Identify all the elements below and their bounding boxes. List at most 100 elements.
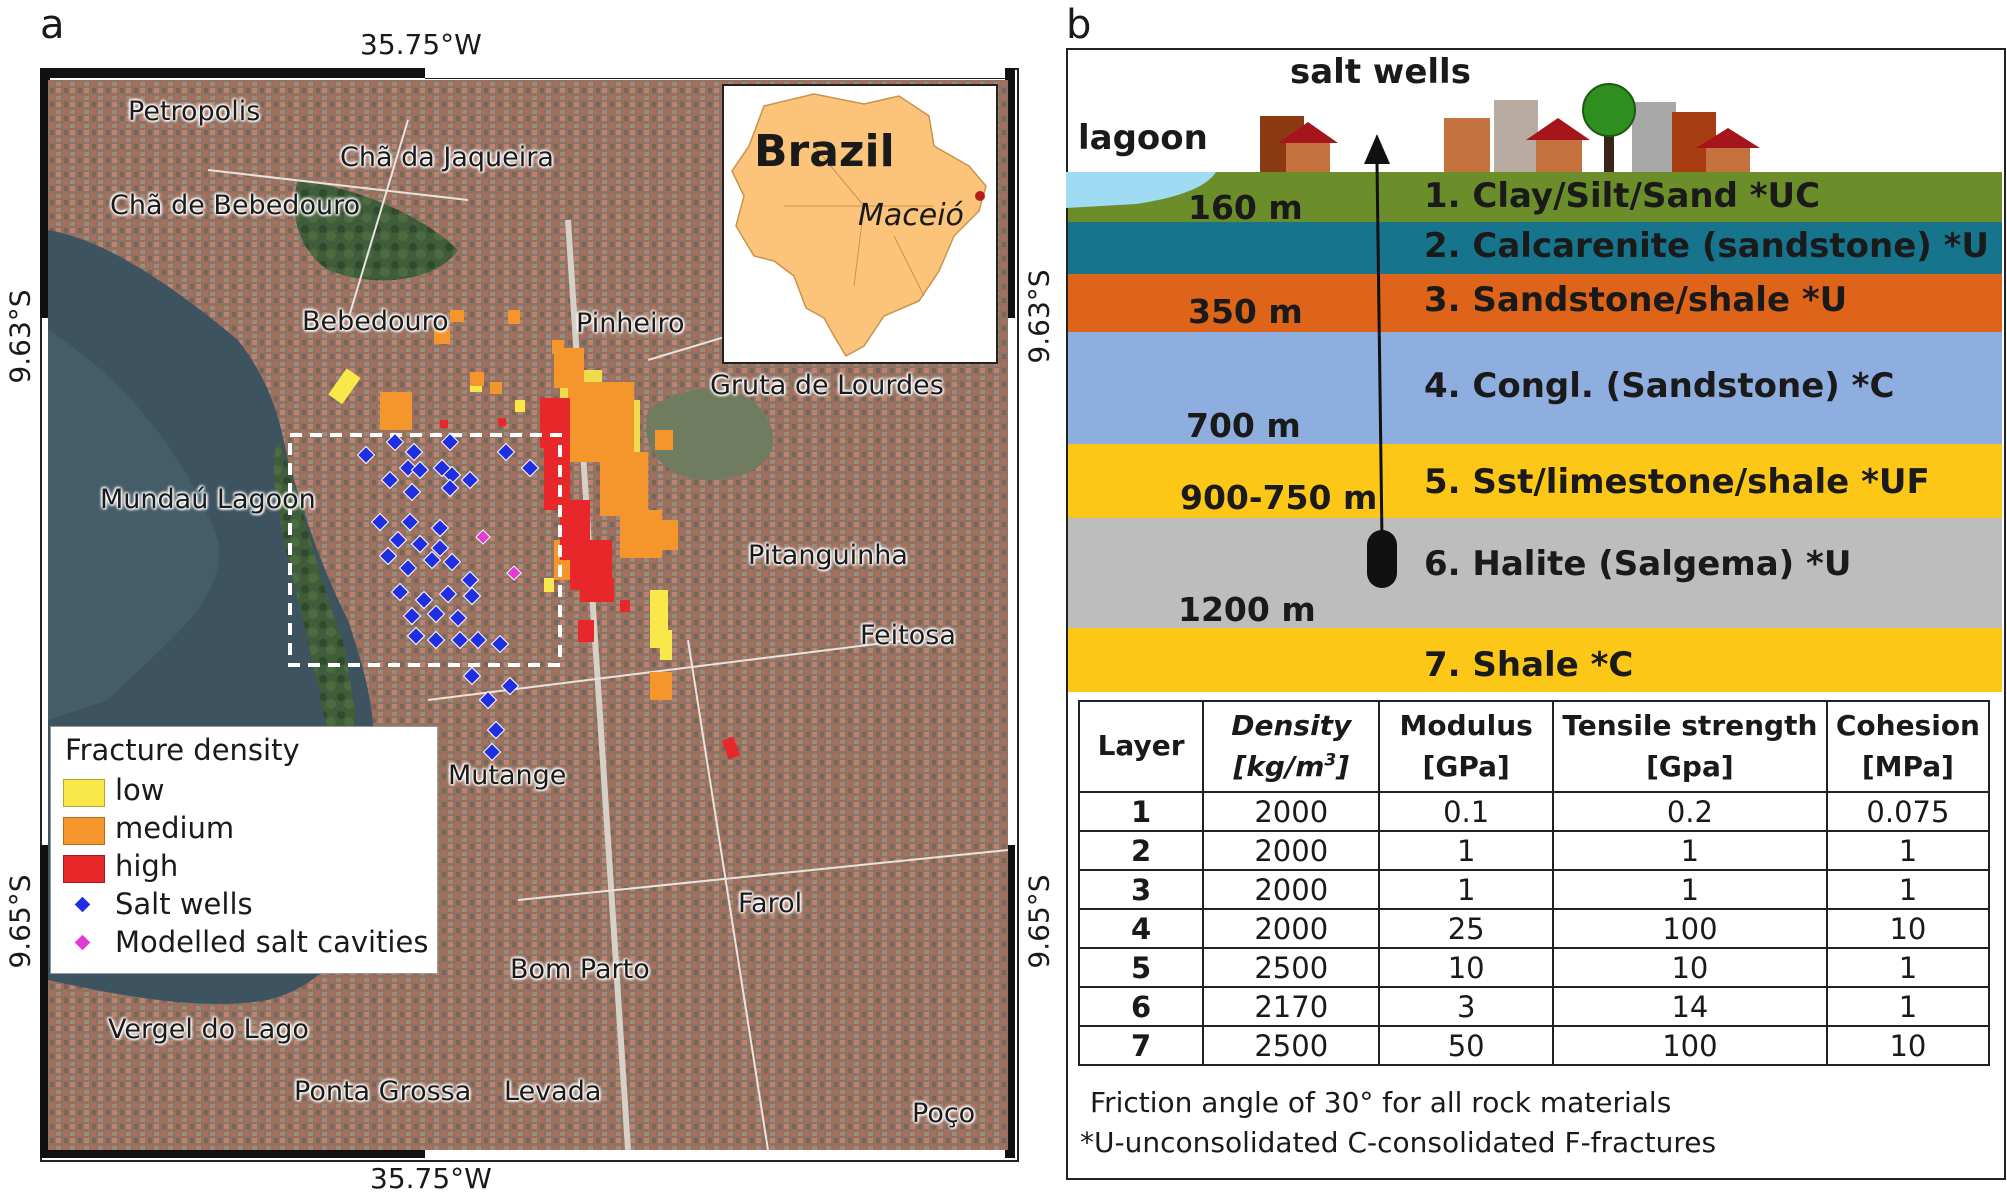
table-cell: 2500 — [1202, 1025, 1381, 1067]
table-cell-layer: 5 — [1077, 947, 1205, 989]
legend-label-cavities: Modelled salt cavities — [115, 925, 429, 959]
fracture-medium — [650, 672, 672, 700]
table-cell: 2000 — [1202, 869, 1381, 911]
fracture-high — [620, 600, 630, 612]
salt-well-marker — [468, 630, 488, 650]
house-2 — [1286, 143, 1330, 172]
fracture-medium — [380, 392, 412, 430]
salt-well-marker — [496, 442, 516, 462]
salt-well-marker — [442, 465, 462, 485]
salt-well-marker — [426, 604, 446, 624]
table-cell-layer: 7 — [1077, 1025, 1205, 1067]
legend-label-low: low — [115, 773, 165, 807]
layer-6-band — [1068, 518, 2002, 628]
place-poco: Poço — [912, 1098, 976, 1129]
salt-well-marker — [356, 445, 376, 465]
fracture-high — [440, 420, 448, 428]
salt-well-marker — [462, 586, 482, 606]
place-petropolis: Petropolis — [128, 96, 261, 127]
table-cell: 1 — [1378, 830, 1554, 872]
fracture-high — [540, 398, 570, 448]
fracture-medium — [552, 340, 564, 354]
fracture-medium — [490, 382, 502, 394]
table-cell: 0.2 — [1551, 791, 1828, 833]
layer-7-label: 7. Shale *C — [1424, 645, 1634, 685]
frame-scale-right-bottom — [1005, 845, 1015, 1158]
table-cell: 10 — [1378, 947, 1554, 989]
layer-1-label: 1. Clay/Silt/Sand *UC — [1424, 176, 1821, 216]
tree-trunk — [1604, 124, 1614, 172]
table-body: 1 2000 0.1 0.2 0.075 2 2000 1 1 1 3 2000 1 1 1 4 2000 25 1… — [1077, 791, 1991, 1067]
house-5 — [1536, 140, 1582, 172]
frame-scale-bottom-left — [40, 1148, 425, 1158]
fracture-high — [578, 620, 594, 642]
salt-well-marker — [440, 432, 460, 452]
layer-1-band — [1068, 172, 2002, 222]
salt-well-marker — [426, 630, 446, 650]
frame-scale-left-bottom — [40, 845, 50, 1158]
table-row: 7 2500 50 100 10 — [1077, 1025, 1991, 1067]
house-8 — [1706, 148, 1750, 172]
salt-well-marker — [410, 460, 430, 480]
place-bebedouro: Bebedouro — [302, 306, 449, 337]
table-cell-layer: 2 — [1077, 830, 1205, 872]
header-layer: Layer — [1077, 699, 1205, 794]
salt-well-marker — [402, 482, 422, 502]
salt-well-marker — [410, 534, 430, 554]
state-borders — [784, 145, 934, 297]
table-cell: 100 — [1551, 1025, 1828, 1067]
depth-350: 350 m — [1188, 292, 1303, 331]
brazil-outline — [731, 93, 987, 358]
model-domain-box — [288, 433, 562, 667]
layer-7-band — [1068, 628, 2002, 692]
salt-well-marker — [390, 582, 410, 602]
header-modulus: Modulus [GPa] — [1378, 699, 1554, 794]
legend-title: Fracture density — [65, 733, 300, 767]
table-cell-layer: 1 — [1077, 791, 1205, 833]
fracture-high — [580, 578, 614, 602]
brazil-shape — [731, 93, 987, 358]
roof-3 — [1696, 128, 1760, 148]
depth-700: 700 m — [1186, 406, 1301, 445]
table-row: 5 2500 10 10 1 — [1077, 947, 1991, 989]
table-cell: 2000 — [1202, 908, 1381, 950]
salt-well-marker — [440, 478, 460, 498]
header-cohesion: Cohesion [MPa] — [1825, 699, 1991, 794]
salt-well-marker — [380, 470, 400, 490]
layer-4-label: 4. Congl. (Sandstone) *C — [1424, 366, 1895, 406]
salt-well-marker — [385, 432, 405, 452]
legend-label-salt-wells: Salt wells — [115, 887, 253, 921]
shore-vegetation — [273, 440, 358, 780]
header-tensile: Tensile strength [Gpa] — [1551, 699, 1828, 794]
place-gruta-de-lourdes: Gruta de Lourdes — [710, 370, 944, 401]
salt-wells-title: salt wells — [1290, 52, 1471, 92]
table-row: 2 2000 1 1 1 — [1077, 830, 1991, 872]
table-cell: 1 — [1551, 830, 1828, 872]
panel-b-letter: b — [1066, 2, 1092, 48]
right-latitude-upper: 9.63°S — [1022, 269, 1056, 364]
fracture-overlay — [288, 310, 741, 762]
properties-table-wrapper: Layer Density [kg/m3] Modulus [GPa] Tensi… — [1077, 699, 1991, 1067]
well-borehole — [1375, 162, 1384, 541]
table-row: 4 2000 25 100 10 — [1077, 908, 1991, 950]
layer-3-band — [1068, 274, 2002, 332]
layer-4-band — [1068, 332, 2002, 444]
salt-well-marker — [398, 558, 418, 578]
legend-marker-cavities — [74, 934, 91, 951]
table-cell: 1 — [1825, 986, 1991, 1028]
place-levada: Levada — [504, 1076, 602, 1107]
fracture-low — [515, 400, 525, 412]
salt-well-marker — [370, 512, 390, 532]
place-farol: Farol — [738, 888, 803, 919]
park-area — [646, 388, 774, 480]
panel-a-letter: a — [40, 2, 65, 48]
salt-well-marker — [404, 442, 424, 462]
fracture-low — [660, 630, 672, 660]
fracture-medium — [470, 372, 484, 386]
fracture-medium — [450, 310, 464, 322]
table-cell: 2500 — [1202, 947, 1381, 989]
fracture-medium — [650, 520, 678, 550]
table-cell: 1 — [1825, 947, 1991, 989]
salt-well-marker — [520, 458, 540, 478]
table-cell: 0.075 — [1825, 791, 1991, 833]
